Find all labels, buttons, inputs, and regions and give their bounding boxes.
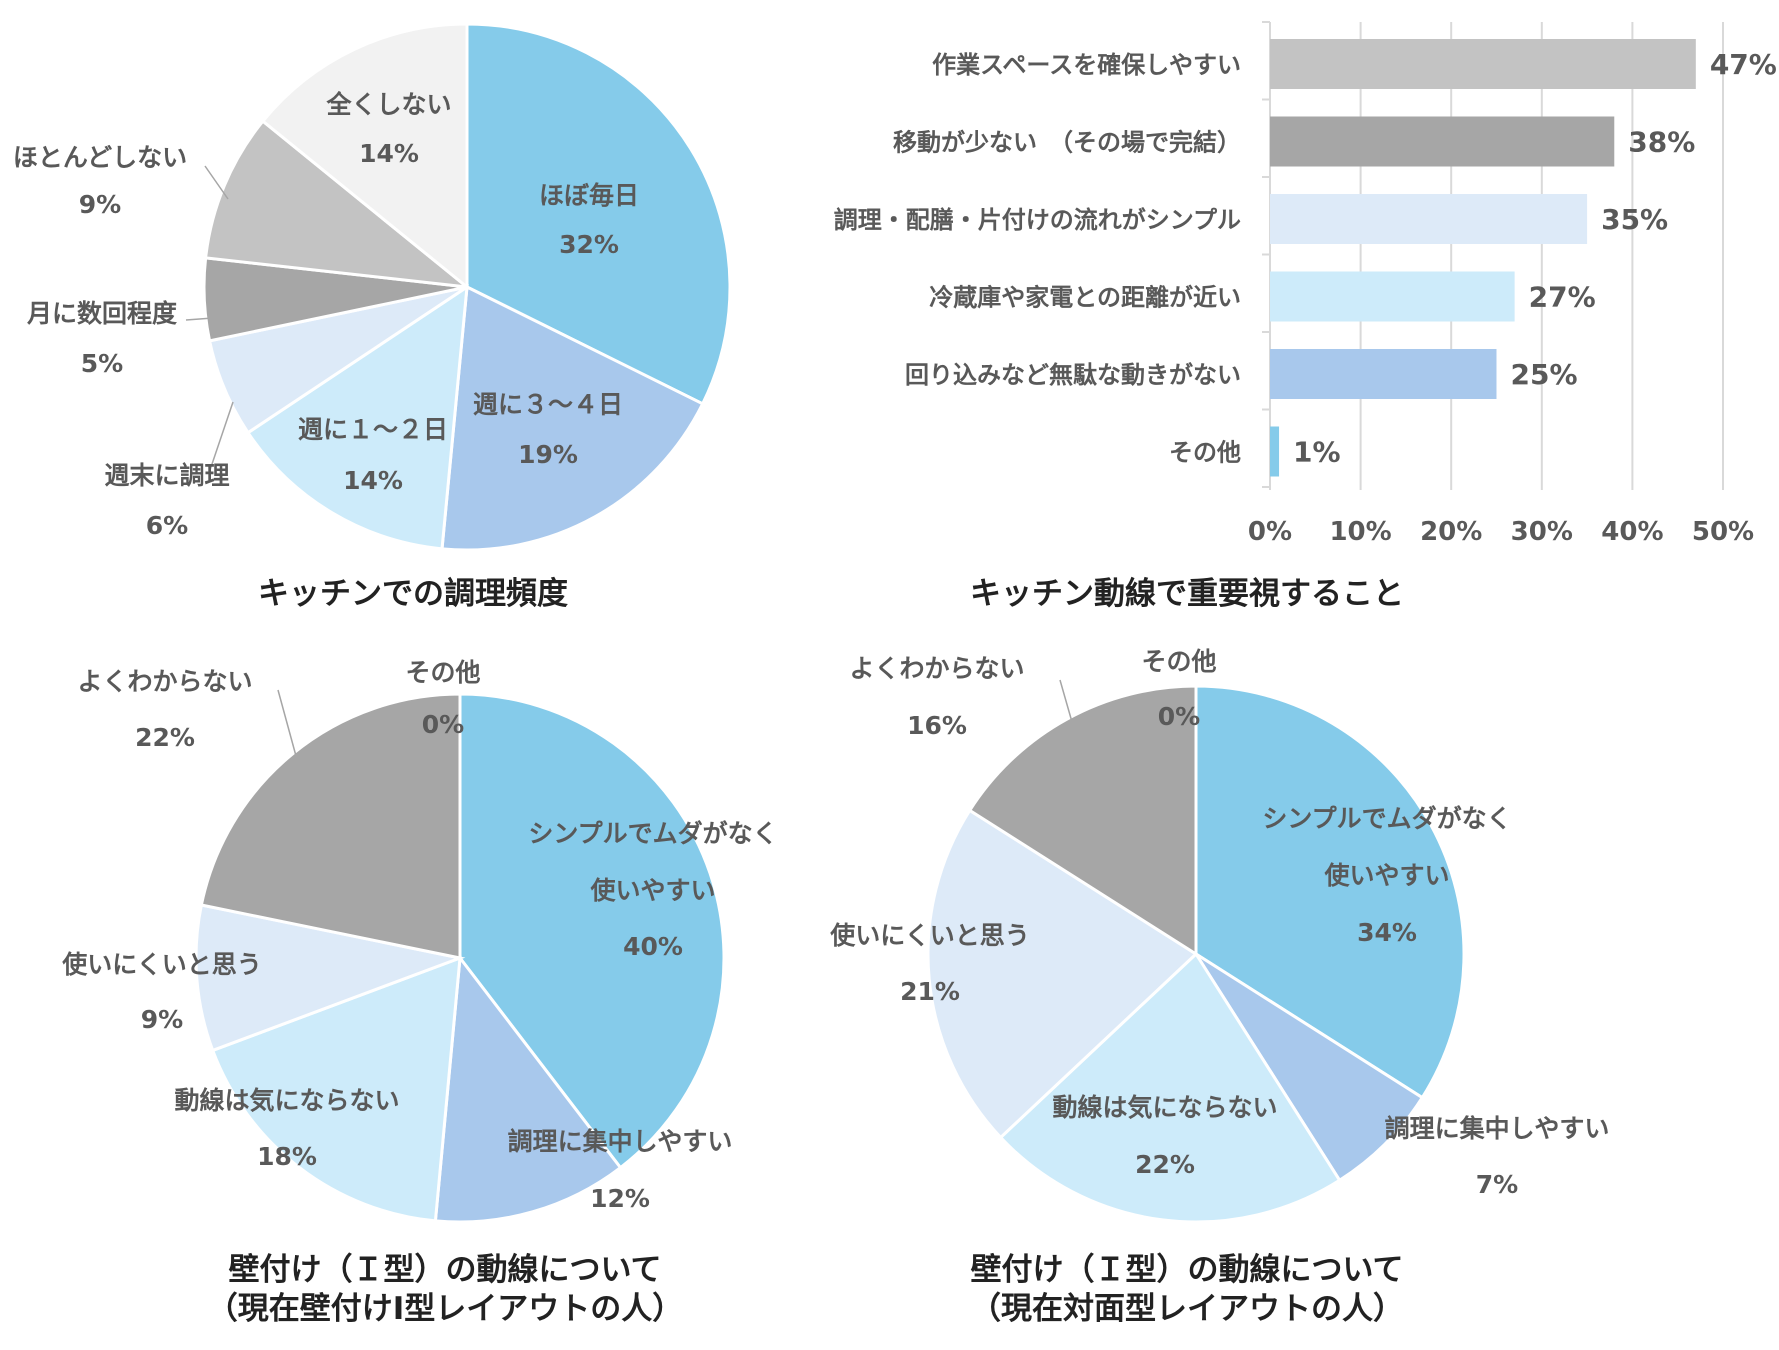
slice-label: 使いやすい [589, 876, 715, 905]
chart-title: キッチン動線で重要視すること [970, 576, 1404, 612]
slice-value-label: 21% [900, 977, 960, 1006]
chart-title: （現在壁付けI型レイアウトの人） [207, 1291, 684, 1327]
slice-value-label: 22% [135, 723, 195, 752]
bar-5 [1270, 349, 1497, 399]
leader-line [277, 689, 297, 757]
slice-value-label: 9% [141, 1005, 183, 1034]
chart-title: 壁付け（Ｉ型）の動線について [970, 1252, 1403, 1288]
bar-value-label: 1% [1293, 436, 1341, 469]
pie-slice-2 [1194, 952, 1425, 1183]
leader-line [204, 165, 229, 200]
bar-3 [1270, 194, 1588, 244]
pie-slice-3 [245, 284, 469, 551]
pie-slice-3 [210, 955, 462, 1223]
slice-label: 使いやすい [1323, 861, 1449, 890]
category-label: 冷蔵庫や家電との距離が近い [929, 284, 1241, 312]
slice-label: 調理に集中しやすい [508, 1127, 733, 1156]
leader-line [209, 401, 234, 471]
bar-6 [1270, 426, 1280, 477]
x-tick-label: 0% [1248, 517, 1292, 547]
slice-label: その他 [1141, 647, 1216, 676]
slice-value-label: 16% [907, 711, 967, 740]
bar-value-label: 35% [1601, 203, 1668, 236]
slice-label: 月に数回程度 [26, 299, 177, 328]
bar-1 [1270, 39, 1696, 89]
slice-value-label: 0% [1158, 702, 1200, 731]
slice-label: 調理に集中しやすい [1385, 1114, 1610, 1143]
pie-slice-6 [203, 119, 472, 290]
slice-label: ほぼ毎日 [539, 181, 639, 210]
slice-value-label: 22% [1135, 1150, 1195, 1179]
pie-slice-5 [967, 684, 1198, 957]
slice-label: 週に１～２日 [298, 415, 448, 444]
category-label: 調理・配膳・片付けの流れがシンプル [834, 206, 1241, 234]
slice-value-label: 9% [79, 190, 121, 219]
slice-label: 動線は気にならない [1052, 1093, 1277, 1122]
pie-slice-7 [260, 22, 469, 291]
slice-value-label: 12% [590, 1184, 650, 1213]
bar-value-label: 38% [1628, 126, 1695, 159]
slice-label: 週末に調理 [104, 461, 229, 490]
pie-slice-2 [440, 284, 705, 552]
slice-value-label: 34% [1357, 918, 1417, 947]
bar-value-label: 25% [1511, 358, 1578, 391]
bar-4 [1270, 271, 1515, 322]
slice-label: シンプルでムダがなく [528, 819, 777, 848]
pie-slice-4 [926, 808, 1199, 1140]
slice-label: 動線は気にならない [174, 1086, 399, 1115]
chart-title: （現在対面型レイアウトの人） [970, 1291, 1404, 1327]
bar-2 [1270, 116, 1615, 167]
slice-value-label: 19% [518, 440, 578, 469]
slice-label: 週に３～４日 [473, 390, 623, 419]
slice-value-label: 14% [343, 466, 403, 495]
bar-value-label: 47% [1710, 48, 1777, 81]
leader-line [1059, 679, 1073, 723]
pie-slice-1 [458, 692, 726, 1170]
category-label: 作業スペースを確保しやすい [932, 51, 1241, 79]
cooking-frequency-pie-chart: ほぼ毎日 32% 週に３～４日 19% 週に１～２日 14% 週末に調理 6% 月に数回程度 5%… [13, 22, 732, 612]
slice-value-label: 6% [146, 511, 188, 540]
x-tick-label: 40% [1601, 517, 1663, 547]
slice-value-label: 0% [422, 710, 464, 739]
slice-value-label: 14% [359, 139, 419, 168]
slice-value-label: 18% [257, 1142, 317, 1171]
pie-slice-4 [194, 903, 466, 1053]
slice-value-label: 7% [1476, 1170, 1518, 1199]
slice-label: ほとんどしない [13, 143, 187, 172]
chart-title: キッチンでの調理頻度 [258, 576, 568, 612]
slice-label: 使いにくいと思う [829, 921, 1030, 950]
category-label: その他 [1169, 439, 1241, 467]
slice-label: 使いにくいと思う [61, 950, 262, 979]
x-tick-label: 50% [1692, 517, 1754, 547]
slice-label: よくわからない [849, 654, 1024, 683]
leader-line [185, 317, 214, 321]
category-label: 回り込みなど無駄な動きがない [905, 361, 1241, 389]
pie-slice-1 [1194, 684, 1466, 1100]
x-tick-label: 20% [1420, 517, 1482, 547]
slice-label: その他 [405, 658, 480, 687]
pie-slice-5 [199, 692, 462, 960]
x-tick-label: 30% [1511, 517, 1573, 547]
slice-label: よくわからない [77, 667, 252, 696]
pie-slice-2 [433, 954, 623, 1224]
chart-title: 壁付け（Ｉ型）の動線について [228, 1252, 661, 1288]
x-tick-label: 10% [1329, 517, 1391, 547]
category-label: 移動が少ない （その場で完結） [893, 129, 1241, 157]
slice-value-label: 40% [623, 932, 683, 961]
pie-slice-1 [465, 22, 732, 406]
slice-value-label: 5% [81, 349, 123, 378]
priority-bar-chart: 0% 10% 20% 30% 40% 50% 作業スペースを確保しやすい 47% 移動が少ない … [834, 21, 1777, 612]
slice-label: 全くしない [325, 90, 451, 119]
bar-value-label: 27% [1529, 281, 1596, 314]
pie-slice-3 [998, 951, 1342, 1224]
slice-label: シンプルでムダがなく [1262, 804, 1511, 833]
slice-value-label: 32% [559, 230, 619, 259]
